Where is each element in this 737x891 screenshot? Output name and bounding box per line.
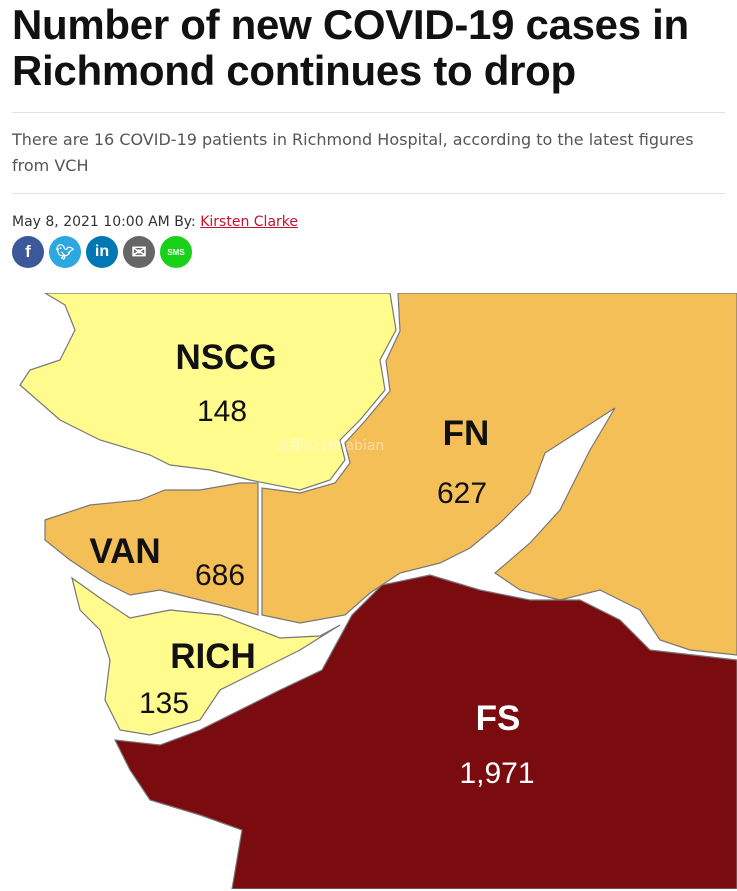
sms-icon[interactable]: SMS bbox=[160, 236, 192, 268]
page-title: Number of new COVID-19 cases in Richmond… bbox=[12, 1, 689, 94]
byline: May 8, 2021 10:00 AM By: Kirsten Clarke bbox=[12, 214, 725, 230]
region-rich bbox=[71, 576, 341, 736]
region-value-nscg: 148 bbox=[197, 395, 247, 428]
divider bbox=[12, 193, 725, 194]
region-value-fn: 627 bbox=[437, 477, 487, 510]
region-label-van: VAN bbox=[89, 532, 160, 571]
email-icon[interactable]: ✉ bbox=[123, 236, 155, 268]
publish-date: May 8, 2021 10:00 AM bbox=[12, 214, 170, 230]
region-van bbox=[44, 482, 259, 616]
region-nscg bbox=[19, 293, 397, 491]
region-label-rich: RICH bbox=[170, 637, 256, 676]
article-header: Number of new COVID-19 cases in Richmond… bbox=[0, 2, 737, 268]
region-label-fs: FS bbox=[476, 699, 521, 738]
region-fs bbox=[113, 574, 737, 889]
share-bar: f 🐦︎ in ✉ SMS bbox=[12, 236, 725, 268]
region-value-van: 686 bbox=[195, 559, 245, 592]
linkedin-icon[interactable]: in bbox=[86, 236, 118, 268]
region-label-nscg: NSCG bbox=[175, 338, 276, 377]
covid-region-map: NSCG 148 FN 627 VAN 686 RICH 135 FS 1,97… bbox=[19, 293, 737, 889]
region-label-fn: FN bbox=[443, 414, 490, 453]
twitter-icon[interactable]: 🐦︎ bbox=[49, 236, 81, 268]
by-label: By: bbox=[174, 214, 196, 230]
region-fn bbox=[261, 293, 737, 656]
article-subtitle: There are 16 COVID-19 patients in Richmo… bbox=[12, 130, 694, 175]
watermark: 海那边 Hinabian bbox=[276, 438, 385, 454]
author-link[interactable]: Kirsten Clarke bbox=[200, 214, 299, 230]
region-value-fs: 1,971 bbox=[459, 757, 534, 790]
region-value-rich: 135 bbox=[139, 687, 189, 720]
divider bbox=[12, 112, 725, 113]
facebook-icon[interactable]: f bbox=[12, 236, 44, 268]
